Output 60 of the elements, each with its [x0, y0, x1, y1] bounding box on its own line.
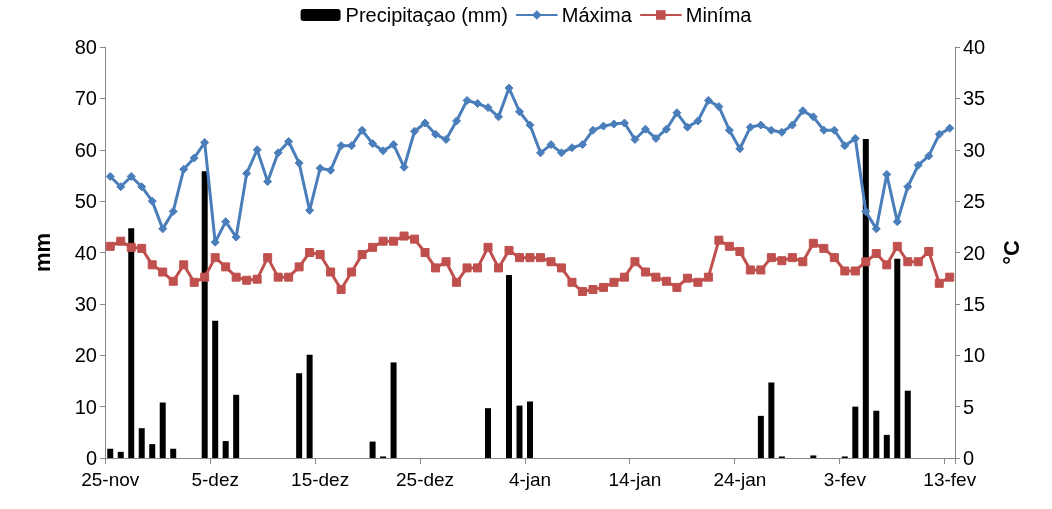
x-tick-label: 25-dez — [396, 469, 455, 490]
bar — [862, 138, 869, 458]
x-tick-label: 14-jan — [608, 469, 662, 490]
bar — [369, 441, 376, 458]
bar — [873, 410, 880, 458]
y2-tick-label: 25 — [963, 190, 986, 213]
y-tick-label: 70 — [74, 87, 97, 110]
bar — [170, 448, 177, 458]
y2-tick-label: 10 — [963, 344, 986, 367]
y2-tick-label: 5 — [963, 395, 975, 418]
y2-tick-label: 40 — [963, 36, 986, 58]
bar — [128, 228, 135, 458]
y2-tick-label: 15 — [963, 292, 986, 315]
bar — [138, 428, 145, 458]
bar — [390, 362, 397, 458]
bar — [306, 354, 313, 458]
bar — [117, 451, 124, 458]
y-axis-title: mm — [29, 232, 55, 273]
bar — [107, 448, 114, 458]
bar — [904, 390, 911, 458]
bar — [757, 415, 764, 458]
y2-tick-label: 0 — [963, 447, 975, 469]
bar — [883, 434, 890, 458]
bar — [506, 275, 513, 458]
y2-tick-label: 35 — [963, 87, 986, 110]
x-tick-label: 4-jan — [508, 469, 552, 490]
bar — [212, 320, 219, 458]
y2-tick-label: 20 — [963, 241, 986, 264]
legend-label: Miníma — [685, 4, 753, 26]
y2-axis-title: °C — [998, 240, 1024, 265]
x-tick-label: 15-dez — [291, 469, 350, 490]
bar — [222, 441, 229, 458]
bar — [233, 394, 240, 458]
y-tick-label: 20 — [74, 344, 97, 367]
y-tick-label: 50 — [74, 190, 97, 213]
bar — [810, 455, 817, 458]
y-tick-label: 10 — [74, 395, 97, 418]
bar — [296, 373, 303, 458]
bar — [516, 405, 523, 458]
x-tick-label: 13-fev — [923, 469, 977, 490]
legend-label: Precipitaçao (mm) — [345, 4, 508, 26]
y-tick-label: 30 — [74, 292, 97, 315]
y-tick-label: 40 — [74, 241, 97, 264]
bar — [149, 444, 156, 458]
bar — [527, 401, 533, 458]
bar — [894, 258, 901, 458]
x-tick-label: 24-jan — [713, 469, 767, 490]
bar — [852, 406, 859, 458]
x-tick-label: 5-dez — [191, 469, 239, 490]
bar — [768, 382, 775, 458]
legend-label: Máxima — [561, 4, 633, 26]
y-tick-label: 60 — [74, 138, 97, 161]
x-tick-label: 3-fev — [823, 469, 867, 490]
bar — [485, 408, 492, 458]
x-tick-label: 25-nov — [81, 469, 140, 490]
bar — [159, 402, 166, 458]
y2-tick-label: 30 — [963, 138, 986, 161]
y-tick-label: 80 — [74, 36, 97, 58]
y-tick-label: 0 — [85, 447, 97, 469]
bar — [201, 171, 208, 458]
